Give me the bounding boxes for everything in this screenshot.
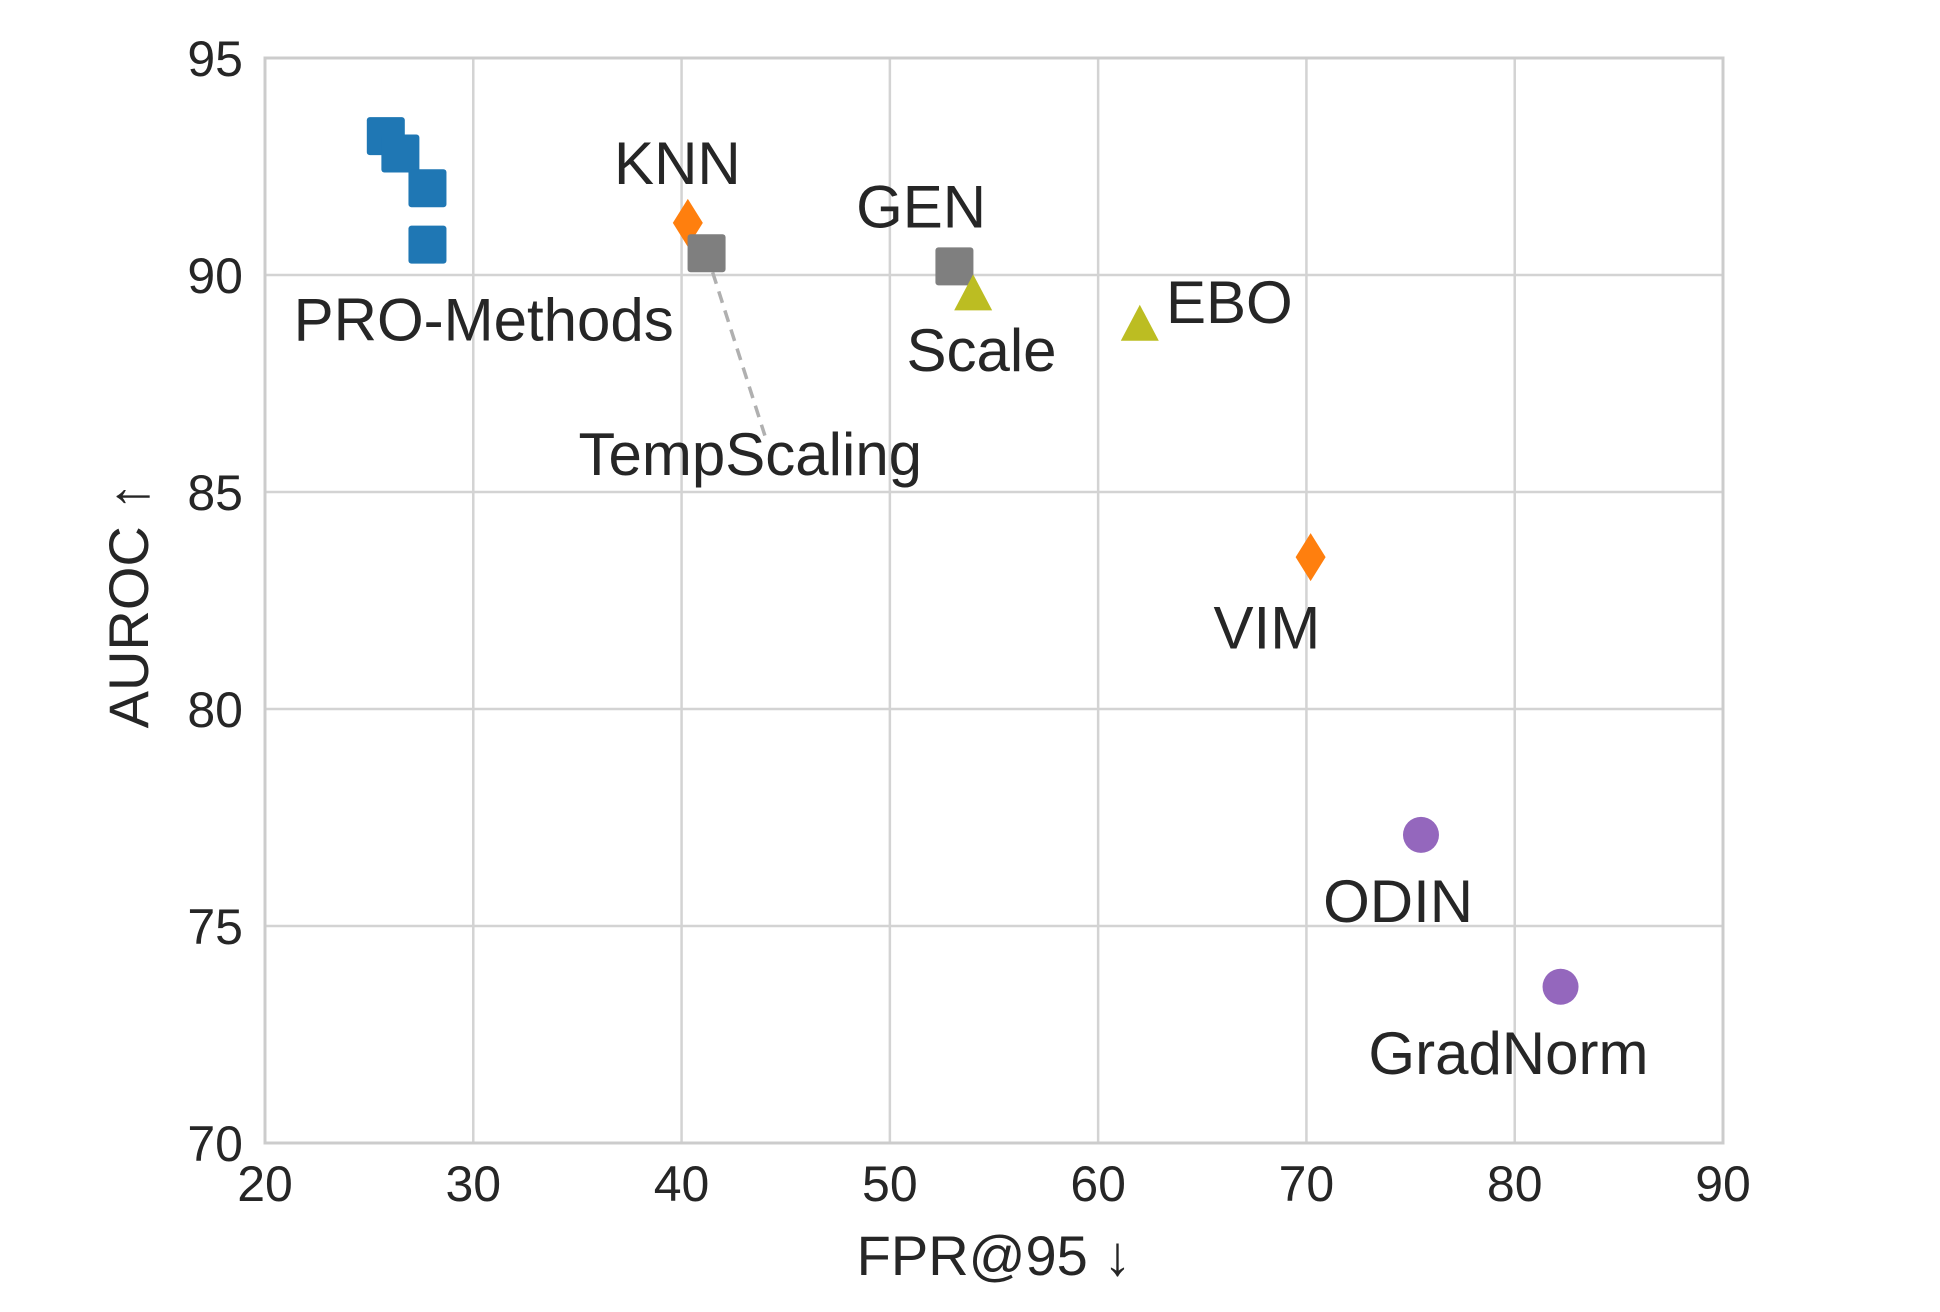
data-markers xyxy=(366,117,1579,1005)
point-label: ODIN xyxy=(1323,868,1473,935)
y-tick-label: 80 xyxy=(187,682,243,738)
data-point-circle xyxy=(1402,816,1439,853)
x-tick-label: 60 xyxy=(1070,1156,1126,1212)
y-tick-label: 85 xyxy=(187,465,243,521)
point-labels: PRO-Methods KNN GEN Scale EBO TempScaling VIM O… xyxy=(294,130,1649,1087)
grid-lines xyxy=(263,56,1725,1145)
x-tick-label: 30 xyxy=(445,1156,501,1212)
x-tick-label: 40 xyxy=(654,1156,710,1212)
x-tick-label: 80 xyxy=(1487,1156,1543,1212)
y-axis-label: AUROC ↑ xyxy=(97,483,160,729)
x-axis-label: FPR@95 ↓ xyxy=(857,1224,1132,1287)
data-point-triangle xyxy=(1120,304,1159,341)
point-label: GradNorm xyxy=(1368,1020,1648,1087)
data-point-triangle xyxy=(954,274,993,311)
point-label: KNN xyxy=(614,130,741,197)
point-label: TempScaling xyxy=(579,421,923,488)
x-tick-label: 70 xyxy=(1279,1156,1335,1212)
data-point-square xyxy=(935,247,974,286)
point-label: PRO-Methods xyxy=(294,286,674,353)
x-tick-labels: 20 30 40 50 60 70 80 90 xyxy=(237,1156,1751,1212)
x-tick-label: 50 xyxy=(862,1156,918,1212)
point-label: VIM xyxy=(1214,595,1321,662)
y-tick-labels: 70 75 80 85 90 95 xyxy=(187,31,243,1172)
data-point-square xyxy=(408,169,447,208)
y-tick-label: 75 xyxy=(187,899,243,955)
y-tick-label: 70 xyxy=(187,1116,243,1172)
data-point-square xyxy=(381,134,420,173)
data-point-square xyxy=(687,234,726,273)
x-tick-label: 20 xyxy=(237,1156,293,1212)
label-connector-line xyxy=(704,252,767,437)
data-point-diamond xyxy=(1295,533,1326,582)
point-label: EBO xyxy=(1166,269,1293,336)
point-label: Scale xyxy=(906,317,1056,384)
plot-area xyxy=(263,56,1725,1145)
connector-lines xyxy=(704,252,767,437)
data-point-square xyxy=(408,225,447,264)
data-point-circle xyxy=(1542,968,1579,1005)
point-label: GEN xyxy=(856,174,986,241)
x-tick-label: 90 xyxy=(1695,1156,1751,1212)
y-tick-label: 95 xyxy=(187,31,243,87)
y-tick-label: 90 xyxy=(187,248,243,304)
